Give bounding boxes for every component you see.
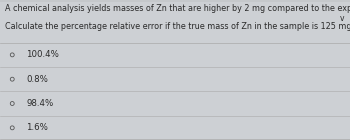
Text: A chemical analysis yields masses of Zn that are higher by 2 mg compared to the : A chemical analysis yields masses of Zn … [5, 4, 350, 13]
Text: 100.4%: 100.4% [26, 50, 59, 59]
Text: Calculate the percentage relative error if the true mass of Zn in the sample is : Calculate the percentage relative error … [5, 22, 350, 31]
Text: 98.4%: 98.4% [26, 99, 54, 108]
Text: 0.8%: 0.8% [26, 75, 48, 84]
Text: 1.6%: 1.6% [26, 123, 48, 132]
Text: v: v [340, 14, 345, 23]
